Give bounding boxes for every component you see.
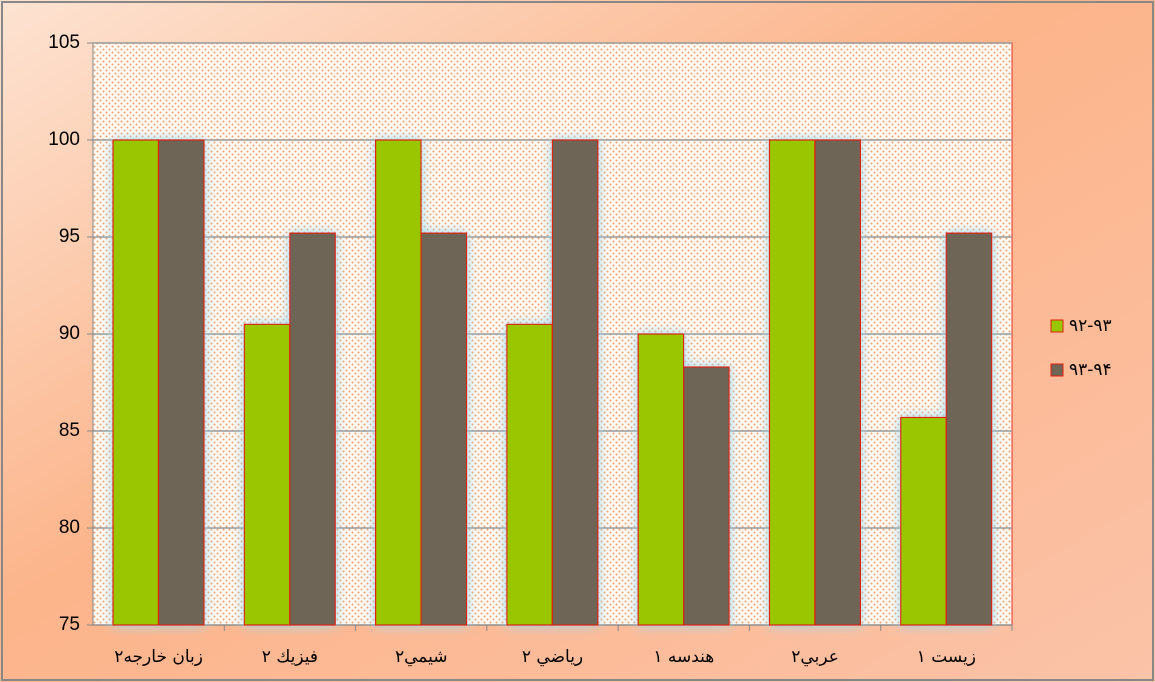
y-tick-label: 75 bbox=[59, 614, 80, 635]
bar bbox=[243, 323, 291, 626]
bar bbox=[683, 366, 730, 626]
y-tick-label: 100 bbox=[48, 129, 80, 150]
bar bbox=[420, 232, 468, 626]
y-tick-label: 85 bbox=[59, 420, 80, 441]
x-tick-label: رياضي ۲ bbox=[522, 647, 583, 667]
bar bbox=[289, 232, 336, 626]
bar bbox=[112, 139, 160, 626]
x-tick-label: زيست ۱ bbox=[917, 647, 976, 667]
legend-swatch bbox=[1050, 363, 1064, 377]
bar bbox=[637, 333, 685, 626]
x-tick-label: شيمي۲ bbox=[395, 647, 448, 667]
x-tick-label: هندسه ۱ bbox=[653, 647, 714, 667]
y-tick-label: 80 bbox=[59, 517, 80, 538]
legend-label: ۹۳-۹۴ bbox=[1069, 360, 1112, 380]
y-tick-label: 95 bbox=[59, 226, 80, 247]
bar bbox=[551, 139, 599, 626]
bar bbox=[768, 139, 816, 626]
y-tick-label: 90 bbox=[59, 323, 80, 344]
bar bbox=[157, 139, 205, 626]
x-tick-label: عربي۲ bbox=[791, 647, 839, 667]
x-tick-label: فيزيك ۲ bbox=[262, 647, 318, 667]
bar bbox=[814, 139, 862, 626]
legend-swatch bbox=[1050, 319, 1064, 333]
bar bbox=[945, 232, 993, 626]
bar bbox=[506, 323, 553, 626]
legend-label: ۹۲-۹۳ bbox=[1069, 316, 1112, 336]
bar bbox=[374, 139, 422, 626]
x-tick-label: زبان خارجه۲ bbox=[114, 647, 203, 667]
y-tick-label: 105 bbox=[48, 32, 80, 53]
bar bbox=[900, 416, 947, 626]
